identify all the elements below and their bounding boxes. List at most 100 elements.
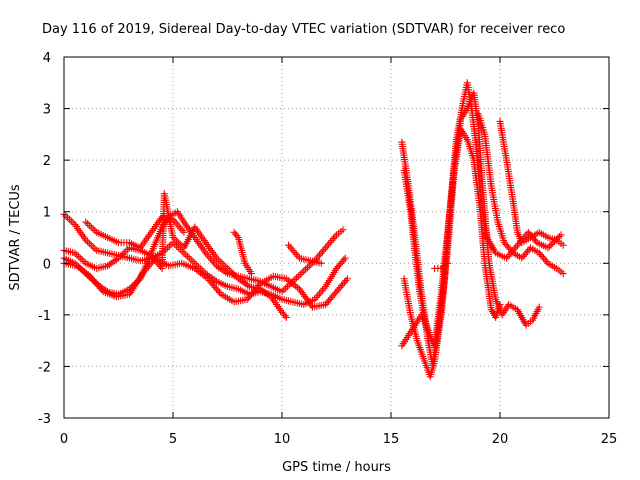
data-point-trail <box>546 234 558 243</box>
data-point-trail <box>503 158 517 203</box>
data-point-trail <box>535 240 550 251</box>
data-point-trail <box>258 274 275 287</box>
data-point-trail <box>75 263 92 279</box>
x-tick-label: 20 <box>492 432 509 447</box>
data-point-trail <box>269 291 284 302</box>
data-point-trail <box>116 246 132 260</box>
data-point-trail <box>470 91 482 126</box>
data-point <box>424 326 432 334</box>
data-point-trail <box>214 256 230 271</box>
data-point-trail <box>411 251 423 291</box>
data-point-trail <box>481 133 495 188</box>
data-point-trail <box>514 230 525 245</box>
data-point-trail <box>335 228 345 237</box>
data-point-trail <box>84 238 99 253</box>
data-point-trail <box>225 266 241 281</box>
data-point-trail <box>203 251 219 268</box>
series-trace-g <box>285 241 325 267</box>
data-point-trail <box>128 240 142 251</box>
data-point <box>500 239 508 247</box>
data-point-trail <box>494 250 508 261</box>
data-point-trail <box>192 235 208 255</box>
data-point-trail <box>416 287 427 316</box>
data-point-trail <box>95 229 109 240</box>
y-tick-label: 2 <box>43 154 51 169</box>
y-tick-label: 3 <box>43 103 51 118</box>
data-point <box>204 275 212 283</box>
data-point <box>496 301 504 309</box>
data-point-trail <box>520 235 532 245</box>
data-point-trail <box>555 238 565 247</box>
data-point <box>138 270 146 278</box>
data-point-trail <box>323 266 339 288</box>
data-point-trail <box>106 250 120 259</box>
data-point-trail <box>269 284 284 295</box>
data-point-trail <box>193 266 210 281</box>
data-point-trail <box>182 251 197 266</box>
data-point-trail <box>280 310 289 320</box>
data-point-trail <box>291 269 306 284</box>
data-points <box>60 79 567 381</box>
data-point-trail <box>530 305 542 322</box>
data-point-trail <box>507 302 519 312</box>
data-point-trail <box>479 184 493 265</box>
data-point-trail <box>154 255 170 269</box>
data-point-trail <box>511 250 524 261</box>
data-point-trail <box>219 292 236 305</box>
data-point <box>322 244 330 252</box>
data-point <box>518 254 526 262</box>
data-point-trail <box>128 255 142 264</box>
data-point-trail <box>323 233 339 250</box>
data-point-trail <box>175 210 187 224</box>
data-point-trail <box>555 266 565 276</box>
data-point-trail <box>284 276 302 292</box>
data-point-trail <box>481 262 495 311</box>
data-point <box>444 259 452 267</box>
series-trace-l <box>431 259 452 272</box>
data-point <box>559 270 567 278</box>
y-tick-label: -3 <box>38 412 51 427</box>
data-point-trail <box>406 323 418 337</box>
data-point-trail <box>336 277 350 291</box>
y-tick-label: 1 <box>43 206 51 221</box>
data-point <box>86 272 94 280</box>
data-point <box>343 275 351 283</box>
data-point-trail <box>117 239 131 247</box>
chart-title: Day 116 of 2019, Sidereal Day-to-day VTE… <box>42 22 565 37</box>
data-point <box>339 226 347 234</box>
data-point <box>300 267 308 275</box>
y-tick-label: 4 <box>43 51 51 66</box>
y-axis-ticks: -3 -2 -1 0 1 2 3 4 <box>38 51 609 427</box>
data-point-trail <box>323 287 341 307</box>
series-trace-k <box>400 166 432 334</box>
y-tick-label: -1 <box>38 309 51 324</box>
data-point-trail <box>401 277 414 317</box>
data-point-trail <box>475 112 488 136</box>
data-point-trail <box>502 240 516 255</box>
data-point-trail <box>149 215 165 234</box>
data-point-trail <box>519 246 533 260</box>
data-point-trail <box>509 200 521 234</box>
data-point-trail <box>214 263 230 276</box>
data-point-trail <box>414 339 427 360</box>
data-point-trail <box>399 334 411 348</box>
data-point-trail <box>204 271 219 284</box>
data-point-trail <box>458 127 470 141</box>
data-point-trail <box>420 313 431 332</box>
data-point-trail <box>84 260 98 271</box>
data-point-trail <box>529 245 541 256</box>
series-trace-a <box>60 210 349 309</box>
data-point-trail <box>242 261 254 275</box>
data-point <box>335 285 343 293</box>
data-point-trail <box>470 158 484 213</box>
data-point <box>247 270 255 278</box>
y-tick-label: -2 <box>38 360 51 375</box>
data-point-trail <box>139 247 153 258</box>
data-point-trail <box>427 360 438 378</box>
data-point <box>322 301 330 309</box>
data-point-trail <box>297 287 315 309</box>
data-point-trail <box>205 277 223 296</box>
data-point <box>317 259 325 267</box>
data-point-trail <box>407 210 419 255</box>
data-point-trail <box>62 212 77 227</box>
